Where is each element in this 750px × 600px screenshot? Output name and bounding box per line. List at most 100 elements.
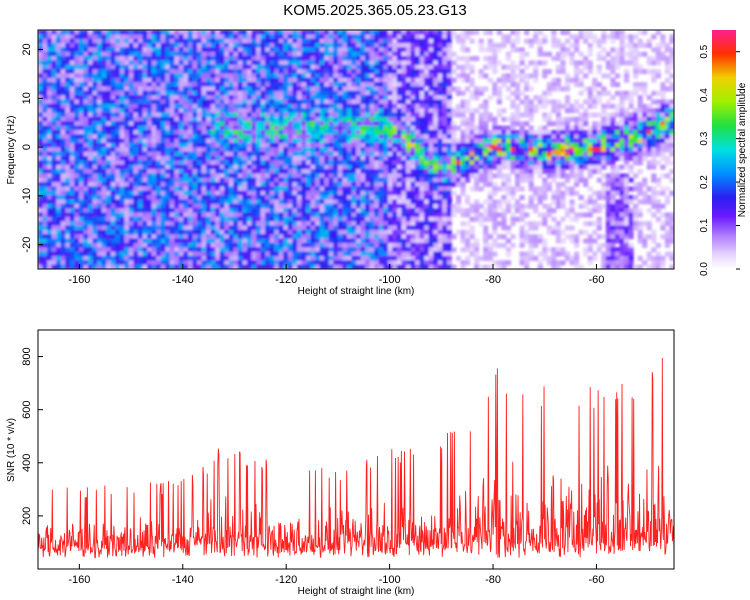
heatmap-cell <box>165 247 171 253</box>
heatmap-cell <box>424 99 430 105</box>
heatmap-cell <box>278 182 284 188</box>
heatmap-cell <box>160 116 166 122</box>
heatmap-cell <box>337 190 343 196</box>
heatmap-cell <box>197 151 203 157</box>
heatmap-cell <box>97 138 103 144</box>
heatmap-cell <box>356 234 362 240</box>
heatmap-cell <box>283 138 289 144</box>
heatmap-cell <box>246 86 253 92</box>
heatmap-cell <box>228 247 234 253</box>
heatmap-cell <box>419 51 425 57</box>
heatmap-cell <box>142 156 148 161</box>
heatmap-cell <box>237 82 244 88</box>
heatmap-cell <box>401 56 407 62</box>
heatmap-cell <box>106 103 112 109</box>
heatmap-cell <box>387 221 393 227</box>
heatmap-cell <box>310 151 316 157</box>
heatmap-cell <box>337 129 343 135</box>
heatmap-cell <box>306 125 312 131</box>
heatmap-cell <box>83 129 89 135</box>
heatmap-cell <box>251 95 257 101</box>
heatmap-cell <box>156 138 162 144</box>
heatmap-cell <box>387 190 393 196</box>
heatmap-cell <box>446 173 452 179</box>
heatmap-cell <box>51 47 57 53</box>
heatmap-cell <box>387 116 393 122</box>
heatmap-cell <box>197 247 203 253</box>
heatmap-cell <box>106 142 112 148</box>
heatmap-cell <box>124 238 130 244</box>
heatmap-cell <box>342 195 348 201</box>
heatmap-cell <box>133 186 139 192</box>
heatmap-cell <box>74 195 80 201</box>
heatmap-cell <box>115 264 121 269</box>
heatmap-cell <box>260 82 266 88</box>
heatmap-cell <box>219 51 225 57</box>
heatmap-cell <box>210 112 216 118</box>
heatmap-cell <box>378 164 384 170</box>
heatmap-cell <box>387 34 393 40</box>
heatmap-cell <box>319 182 325 188</box>
heatmap-cell <box>296 51 303 57</box>
heatmap-cell <box>442 190 448 196</box>
heatmap-cell <box>101 221 107 227</box>
heatmap-cell <box>256 103 262 109</box>
heatmap-cell <box>92 225 98 231</box>
heatmap-cell <box>237 34 244 40</box>
heatmap-cell <box>278 260 284 266</box>
heatmap-cell <box>396 82 403 88</box>
heatmap-cell <box>337 51 343 57</box>
heatmap-cell <box>228 173 234 179</box>
heatmap-cell <box>165 260 171 266</box>
heatmap-cell <box>38 260 44 266</box>
heatmap-cell <box>287 112 293 118</box>
heatmap-cell <box>47 212 53 218</box>
heatmap-cell <box>147 103 153 109</box>
heatmap-cell <box>51 229 57 235</box>
heatmap-cell <box>60 225 66 231</box>
heatmap-cell <box>296 182 303 188</box>
heatmap-cell <box>78 99 85 105</box>
heatmap-cell <box>165 38 171 44</box>
heatmap-cell <box>346 264 353 269</box>
heatmap-cell <box>383 164 389 170</box>
heatmap-cell <box>246 221 253 227</box>
heatmap-cell <box>128 221 134 227</box>
heatmap-cell <box>319 69 325 75</box>
heatmap-cell <box>274 169 280 174</box>
heatmap-cell <box>137 86 144 92</box>
heatmap-cell <box>296 203 303 209</box>
heatmap-cell <box>446 151 452 157</box>
heatmap-cell <box>115 90 121 96</box>
heatmap-cell <box>65 238 71 244</box>
heatmap-cell <box>187 264 194 269</box>
heatmap-cell <box>151 247 157 253</box>
heatmap-cell <box>210 116 216 122</box>
heatmap-cell <box>101 90 107 96</box>
heatmap-cell <box>346 86 353 92</box>
heatmap-cell <box>442 169 448 174</box>
heatmap-cell <box>401 238 407 244</box>
heatmap-cell <box>246 34 253 40</box>
heatmap-cell <box>192 212 198 218</box>
heatmap-cell <box>106 203 112 209</box>
heatmap-cell <box>74 199 80 205</box>
heatmap-cell <box>187 212 194 218</box>
heatmap-cell <box>233 190 239 196</box>
heatmap-cell <box>424 138 430 144</box>
heatmap-cell <box>242 34 248 40</box>
heatmap-cell <box>328 164 334 170</box>
heatmap-cell <box>306 47 312 53</box>
heatmap-cell <box>315 208 321 214</box>
heatmap-cell <box>228 199 234 205</box>
heatmap-cell <box>142 212 148 218</box>
heatmap-cell <box>296 195 303 201</box>
heatmap-cell <box>97 182 103 188</box>
heatmap-cell <box>269 95 275 101</box>
heatmap-cell <box>174 121 180 127</box>
heatmap-cell <box>233 69 239 75</box>
heatmap-cell <box>65 186 71 192</box>
heatmap-cell <box>74 121 80 127</box>
heatmap-cell <box>101 99 107 105</box>
heatmap-cell <box>246 203 253 209</box>
